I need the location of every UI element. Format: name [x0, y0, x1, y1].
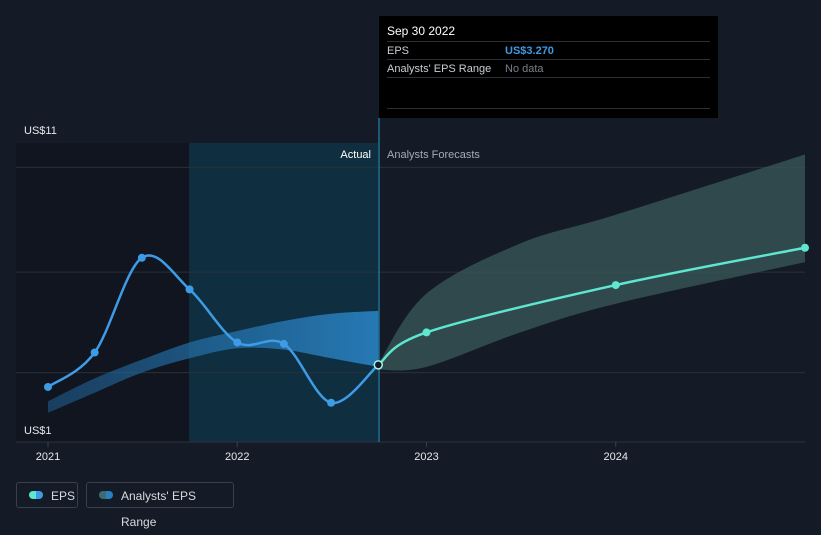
tooltip-range-row: Analysts' EPS Range No data [387, 59, 710, 78]
tooltip-date: Sep 30 2022 [387, 24, 456, 38]
historical-eps-range-band [48, 310, 379, 413]
forecast-eps-line [377, 246, 806, 366]
tooltip-eps-label: EPS [387, 45, 410, 57]
legend-eps[interactable]: EPS [16, 482, 78, 508]
eps-chart: US$11 US$1 Actual Analysts Forecasts 202… [16, 118, 809, 463]
tooltip: Sep 30 2022 EPS US$3.270 Analysts' EPS R… [379, 16, 718, 118]
legend-eps-label: EPS [51, 489, 76, 503]
forecast-eps-point[interactable] [801, 243, 809, 252]
x-tick-label: 2022 [225, 451, 249, 463]
eps-current-point[interactable] [373, 360, 384, 370]
x-tick-label: 2021 [36, 451, 60, 463]
highlight-region [189, 143, 379, 442]
y-top-label: US$11 [24, 125, 57, 137]
actual-label: Actual [340, 149, 371, 161]
tooltip-range-label: Analysts' EPS Range [387, 63, 492, 75]
tooltip-range-value: No data [505, 63, 544, 75]
forecast-eps-range-band [378, 154, 805, 371]
tooltip-spacer [387, 77, 710, 109]
eps-swatch-icon [29, 491, 43, 499]
eps-range-swatch-icon [99, 491, 113, 499]
x-tick-label: 2024 [604, 451, 628, 463]
tooltip-eps-value: US$3.270 [505, 45, 554, 57]
eps-point[interactable] [233, 338, 242, 347]
forecast-eps-point[interactable] [422, 328, 431, 337]
y-bottom-label: US$1 [24, 425, 52, 437]
eps-line [47, 254, 380, 404]
eps-point[interactable] [137, 253, 146, 262]
forecast-label: Analysts Forecasts [387, 149, 480, 161]
legend-eps-range[interactable]: Analysts' EPS Range [86, 482, 234, 529]
eps-point[interactable] [185, 285, 194, 294]
x-tick-label: 2023 [414, 451, 438, 463]
tooltip-eps-row: EPS US$3.270 [387, 41, 710, 60]
legend-range-label: Analysts' EPS Range [121, 489, 196, 529]
eps-point[interactable] [279, 339, 288, 348]
eps-point[interactable] [327, 398, 336, 407]
past-shade [16, 143, 189, 442]
forecast-eps-point[interactable] [611, 281, 620, 290]
eps-point[interactable] [90, 348, 99, 357]
eps-point[interactable] [44, 382, 52, 391]
